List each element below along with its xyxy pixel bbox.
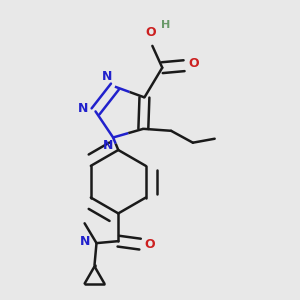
Text: N: N (77, 102, 88, 115)
Text: N: N (80, 235, 91, 248)
Text: O: O (144, 238, 155, 250)
Text: N: N (103, 139, 113, 152)
Text: O: O (188, 57, 199, 70)
Text: N: N (102, 70, 112, 83)
Text: H: H (161, 20, 171, 30)
Text: O: O (145, 26, 156, 39)
